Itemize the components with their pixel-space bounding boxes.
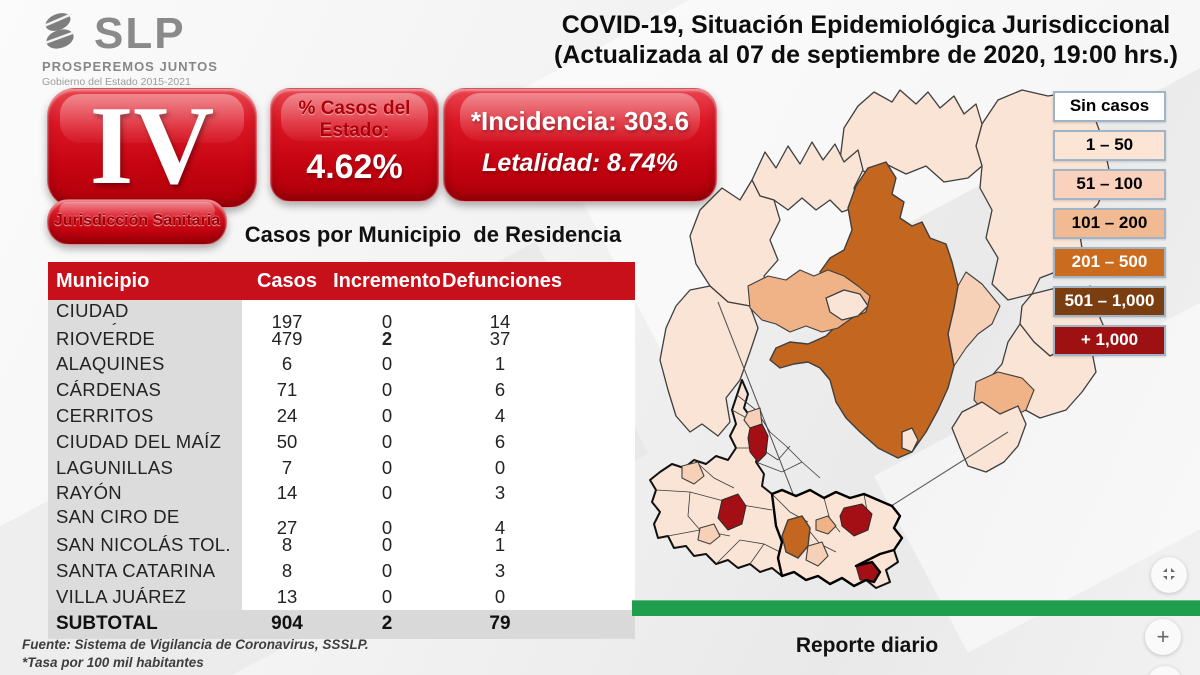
zoom-out-icon: − bbox=[1159, 671, 1172, 675]
jurisdiction-label: Jurisdicción Sanitaria bbox=[53, 212, 221, 229]
jurisdiction-zoom-map bbox=[659, 89, 1111, 473]
zoom-out-button[interactable]: − bbox=[1147, 666, 1183, 675]
state-share-badge: % Casos del Estado: 4.62% bbox=[270, 88, 439, 202]
legend-item-501-1000: 501 – 1,000 bbox=[1053, 286, 1166, 317]
table-row: CIUDAD FERNÁNDEZ 197 0 14 bbox=[48, 300, 635, 344]
table-row: ALAQUINES 6 0 1 bbox=[48, 351, 635, 378]
title-line-1: COVID-19, Situación Epidemiológica Juris… bbox=[561, 11, 1171, 39]
column-header-incremento: Incremento bbox=[333, 269, 441, 292]
page-title: COVID-19, Situación Epidemiológica Juris… bbox=[536, 10, 1196, 70]
state-inset-map bbox=[649, 379, 904, 589]
legend-item-101-200: 101 – 200 bbox=[1053, 208, 1166, 239]
legend-item-201-500: 201 – 500 bbox=[1053, 247, 1166, 278]
column-header-defunciones: Defunciones bbox=[442, 269, 563, 292]
zoom-in-button[interactable]: + bbox=[1145, 619, 1181, 655]
jurisdiction-badge: IV bbox=[47, 88, 257, 208]
lethality-value: Letalidad: 8.74% bbox=[482, 149, 678, 177]
zoom-in-icon: + bbox=[1156, 624, 1170, 649]
table-row: RIOVERDE 479 2 37 bbox=[48, 325, 635, 352]
table-row: SANTA CATARINA 8 0 3 bbox=[48, 557, 635, 584]
table-row: SAN NICOLÁS TOL. 8 0 1 bbox=[48, 532, 635, 558]
green-divider-bar bbox=[632, 600, 1200, 616]
legend-item-1-50: 1 – 50 bbox=[1053, 130, 1166, 161]
table-row: CÁRDENAS 71 0 6 bbox=[48, 377, 635, 404]
incidence-badge: *Incidencia: 303.6 Letalidad: 8.74% bbox=[443, 88, 717, 202]
state-share-value: 4.62% bbox=[306, 148, 403, 186]
inset-connector-line bbox=[887, 431, 1009, 509]
legend-item-51-100: 51 – 100 bbox=[1053, 169, 1166, 200]
table-row: CERRITOS 24 0 4 bbox=[48, 403, 635, 429]
jurisdiction-numeral: IV bbox=[89, 84, 215, 208]
rate-note: *Tasa por 100 mil habitantes bbox=[22, 655, 204, 670]
fit-to-screen-icon bbox=[1161, 562, 1177, 588]
cases-table: Municipio Casos Incremento Defunciones C… bbox=[48, 262, 635, 639]
table-subtotal-row: SUBTOTAL 904 2 79 bbox=[48, 609, 635, 639]
column-header-municipio: Municipio bbox=[56, 269, 150, 292]
fit-to-screen-button[interactable] bbox=[1151, 557, 1187, 593]
state-share-label: % Casos del Estado: bbox=[298, 98, 411, 141]
brand-tagline: PROSPEREMOS JUNTOS bbox=[42, 59, 218, 74]
jurisdiction-ribbon: Jurisdicción Sanitaria bbox=[47, 199, 227, 245]
map-caption: Reporte diario bbox=[795, 634, 939, 657]
table-header-row: Municipio Casos Incremento Defunciones bbox=[48, 262, 635, 300]
legend-item-sin-casos: Sin casos bbox=[1053, 91, 1166, 122]
incidence-value: *Incidencia: 303.6 bbox=[470, 106, 690, 136]
source-note: Fuente: Sistema de Vigilancia de Coronav… bbox=[22, 637, 369, 652]
brand-name: SLP bbox=[94, 8, 186, 58]
table-row: RAYÓN 14 0 3 bbox=[48, 480, 635, 507]
map-legend: Sin casos 1 – 50 51 – 100 101 – 200 201 … bbox=[1053, 91, 1166, 364]
slp-leaf-icon bbox=[42, 10, 88, 57]
table-row: CIUDAD DEL MAÍZ 50 0 6 bbox=[48, 428, 635, 455]
column-header-casos: Casos bbox=[256, 269, 318, 292]
table-row: LAGUNILLAS 7 0 0 bbox=[48, 454, 635, 481]
legend-item-1000-plus: + 1,000 bbox=[1053, 325, 1166, 356]
state-logo: SLP PROSPEREMOS JUNTOS Gobierno del Esta… bbox=[42, 10, 218, 88]
table-row: VILLA JUÁREZ 13 0 0 bbox=[48, 583, 635, 610]
table-row: SAN CIRO DE ACOSTA 27 0 4 bbox=[48, 506, 635, 551]
table-title: Casos por Municipio de Residencia bbox=[244, 222, 622, 247]
title-line-2: (Actualizada al 07 de septiembre de 2020… bbox=[554, 41, 1178, 69]
brand-period: Gobierno del Estado 2015-2021 bbox=[42, 76, 191, 88]
footnotes: Fuente: Sistema de Vigilancia de Coronav… bbox=[22, 636, 369, 672]
